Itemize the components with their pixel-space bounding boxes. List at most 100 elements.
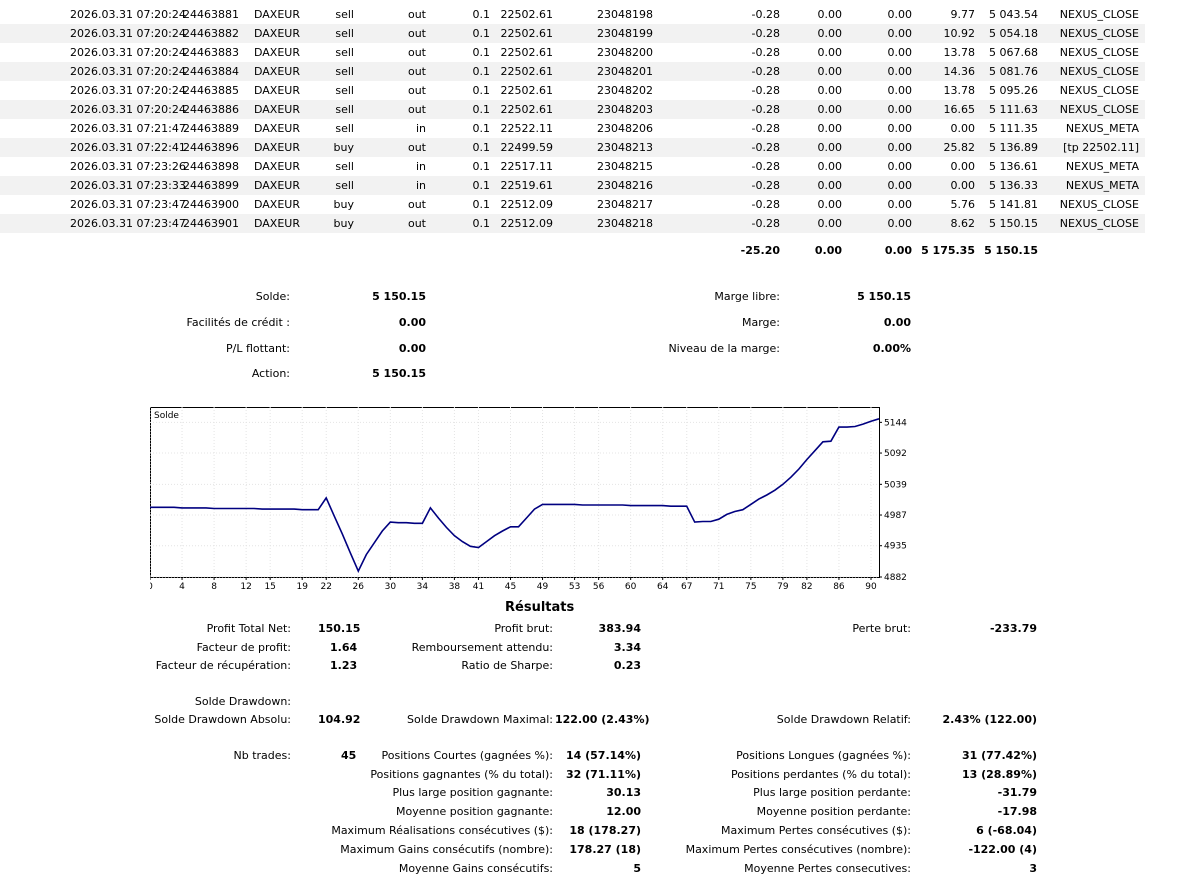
max-gains-nombre-label: Maximum Gains consécutifs (nombre):	[340, 843, 553, 856]
total-profit: 5 175.35	[921, 244, 975, 257]
cell-swap: 0.00	[817, 65, 843, 78]
cell-balance: 5 111.63	[989, 103, 1038, 116]
cell-time: 2026.03.31 07:20:24	[70, 46, 186, 59]
nb-trades-label: Nb trades:	[233, 749, 291, 762]
cell-volume: 0.1	[472, 46, 491, 59]
cell-price: 22512.09	[500, 217, 554, 230]
cell-fee: 0.00	[887, 179, 913, 192]
cell-time: 2026.03.31 07:23:33	[70, 179, 186, 192]
cell-commission: -0.28	[751, 8, 780, 21]
cell-commission: -0.28	[751, 46, 780, 59]
x-tick-label: 41	[473, 582, 484, 592]
balance-series-line	[150, 418, 880, 574]
pos-longues-label: Positions Longues (gagnées %):	[736, 749, 911, 762]
cell-balance: 5 136.89	[989, 141, 1038, 154]
total-fee: 0.00	[884, 244, 912, 257]
cell-direction: out	[407, 46, 426, 59]
margin-level-label: Niveau de la marge:	[668, 342, 780, 355]
max-gains-nombre-value: 178.27 (18)	[569, 843, 641, 856]
margin-level-value: 0.00%	[872, 342, 911, 355]
cell-volume: 0.1	[472, 84, 491, 97]
cell-type: buy	[333, 141, 354, 154]
sharpe-value: 0.23	[613, 659, 641, 672]
moy-gagnante-label: Moyenne position gagnante:	[396, 805, 553, 818]
cell-direction: out	[407, 198, 426, 211]
cell-commission: -0.28	[751, 103, 780, 116]
cell-comment: NEXUS_META	[1065, 160, 1139, 173]
cell-comment: [tp 22502.11]	[1063, 141, 1139, 154]
cell-profit: 0.00	[950, 122, 976, 135]
cell-fee: 0.00	[887, 217, 913, 230]
x-tick-label: 75	[745, 582, 756, 592]
cell-direction: out	[407, 217, 426, 230]
chart-plot-area	[150, 407, 880, 578]
cell-fee: 0.00	[887, 46, 913, 59]
cell-fee: 0.00	[887, 198, 913, 211]
cell-commission: -0.28	[751, 27, 780, 40]
cell-fee: 0.00	[887, 103, 913, 116]
cell-profit: 10.92	[943, 27, 976, 40]
facteur-profit-value: 1.64	[330, 641, 358, 654]
cell-direction: in	[415, 160, 426, 173]
x-tick-label: 8	[211, 582, 217, 592]
cell-type: sell	[335, 160, 354, 173]
cell-symbol: DAXEUR	[254, 122, 300, 135]
cell-swap: 0.00	[817, 179, 843, 192]
cell-swap: 0.00	[817, 198, 843, 211]
dd-absolu-label: Solde Drawdown Absolu:	[154, 713, 291, 726]
cell-profit: 0.00	[950, 160, 976, 173]
cell-balance: 5 095.26	[989, 84, 1038, 97]
cell-symbol: DAXEUR	[254, 65, 300, 78]
cell-comment: NEXUS_CLOSE	[1059, 46, 1139, 59]
cell-symbol: DAXEUR	[254, 27, 300, 40]
x-tick-label: 53	[569, 582, 580, 592]
cell-balance: 5 141.81	[989, 198, 1038, 211]
cell-comment: NEXUS_CLOSE	[1059, 84, 1139, 97]
results-title: Résultats	[505, 600, 575, 615]
cell-time: 2026.03.31 07:22:41	[70, 141, 186, 154]
x-tick-label: 4	[179, 582, 185, 592]
perte-brut-label: Perte brut:	[852, 622, 911, 635]
remboursement-label: Remboursement attendu:	[411, 641, 553, 654]
cell-fee: 0.00	[887, 27, 913, 40]
cell-time: 2026.03.31 07:20:24	[70, 65, 186, 78]
cell-comment: NEXUS_CLOSE	[1059, 27, 1139, 40]
x-tick-label: 19	[296, 582, 308, 592]
cell-comment: NEXUS_CLOSE	[1059, 8, 1139, 21]
x-tick-label: 67	[681, 582, 692, 592]
cell-volume: 0.1	[472, 217, 491, 230]
credit-label: Facilités de crédit :	[186, 316, 290, 329]
cell-symbol: DAXEUR	[254, 141, 300, 154]
cell-deal: 24463886	[183, 103, 239, 116]
cell-direction: out	[407, 8, 426, 21]
x-tick-label: 22	[321, 582, 332, 592]
x-tick-label: 64	[657, 582, 669, 592]
dd-absolu-value: 104.92	[318, 713, 361, 726]
sharpe-label: Ratio de Sharpe:	[461, 659, 553, 672]
cell-volume: 0.1	[472, 65, 491, 78]
cell-balance: 5 136.61	[989, 160, 1038, 173]
moy-perdante-label: Moyenne position perdante:	[756, 805, 911, 818]
pos-perdantes-value: 13 (28.89%)	[961, 768, 1037, 781]
cell-order: 23048216	[597, 179, 653, 192]
perte-brut-value: -233.79	[989, 622, 1037, 635]
total-swap: 0.00	[814, 244, 842, 257]
cell-direction: out	[407, 103, 426, 116]
cell-price: 22502.61	[500, 84, 554, 97]
cell-comment: NEXUS_CLOSE	[1059, 65, 1139, 78]
profit-total-net-value: 150.15	[318, 622, 361, 635]
cell-volume: 0.1	[472, 141, 491, 154]
chart-title: Solde	[154, 411, 179, 421]
cell-price: 22499.59	[500, 141, 554, 154]
x-tick-label: 30	[385, 582, 397, 592]
table-row: 2026.03.31 07:23:47 24463900 DAXEUR buy out 0…	[0, 195, 1145, 214]
x-tick-label: 90	[865, 582, 877, 592]
dd-maximal-value: 122.00 (2.43%)	[555, 713, 650, 726]
moy-pertes-consec-label: Moyenne Pertes consecutives:	[744, 862, 911, 875]
chart-x-axis: 0 4 8 12 15 19 22 26 30 34 38 41 45 49 53 56 60 64 67 71 75 7…	[150, 577, 877, 592]
max-real-consec-label: Maximum Réalisations consécutives ($):	[331, 824, 553, 837]
x-tick-label: 45	[505, 582, 516, 592]
floating-pl-value: 0.00	[398, 342, 426, 355]
cell-symbol: DAXEUR	[254, 179, 300, 192]
table-row: 2026.03.31 07:20:24 24463884 DAXEUR sell out…	[0, 62, 1145, 81]
